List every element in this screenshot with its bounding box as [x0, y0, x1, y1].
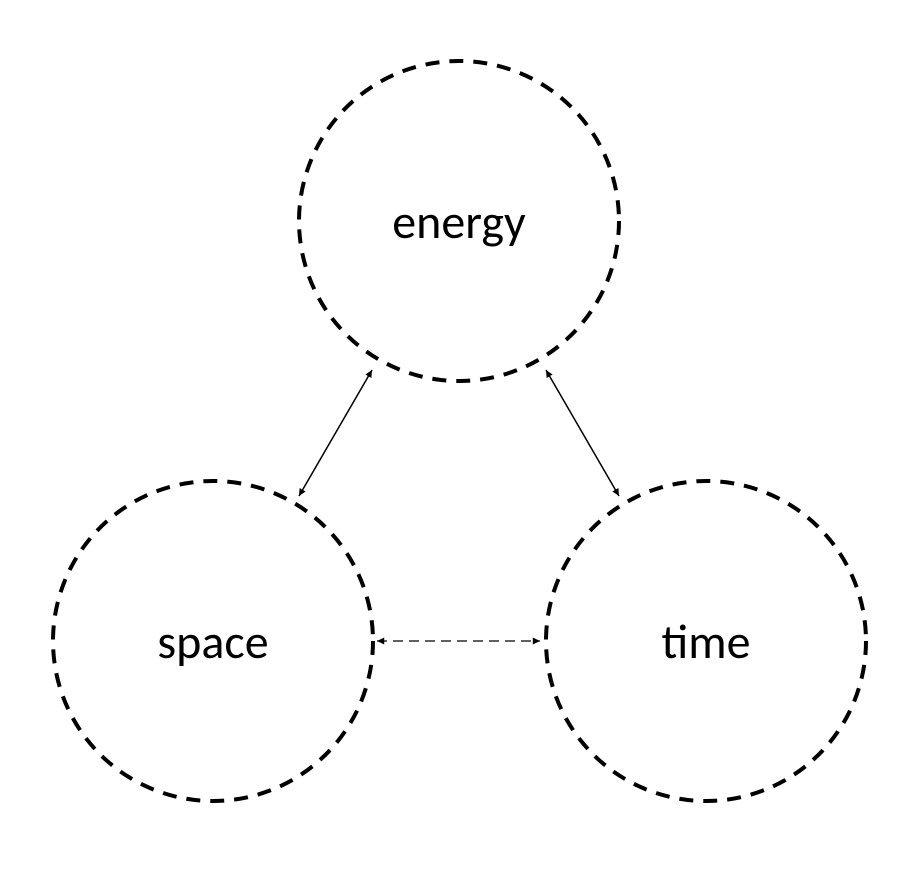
- node-energy: energy: [299, 61, 619, 381]
- node-circle-space: [49, 477, 377, 805]
- arrowhead: [377, 638, 384, 645]
- arrowhead: [533, 638, 540, 645]
- diagram-container: energy space time: [0, 0, 915, 893]
- node-time: time: [546, 481, 866, 801]
- node-circle-time: [542, 477, 870, 805]
- node-circle-energy: [295, 57, 623, 385]
- node-space: space: [53, 481, 373, 801]
